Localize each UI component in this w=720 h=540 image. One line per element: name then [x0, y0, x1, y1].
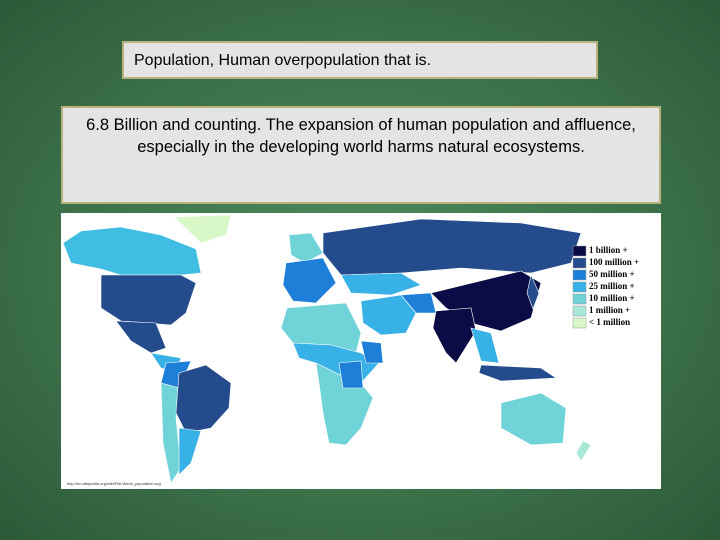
body-text: 6.8 Billion and counting. The expansion … [86, 116, 636, 156]
congo [338, 360, 364, 389]
legend-swatch [572, 269, 587, 281]
usa [100, 274, 197, 326]
legend-label: 50 million + [589, 269, 635, 279]
title-box: Population, Human overpopulation that is… [122, 41, 598, 79]
brazil [175, 364, 232, 434]
russia [322, 218, 582, 276]
canada [62, 226, 202, 276]
argentina [178, 427, 202, 476]
title: Population, Human overpopulation that is… [134, 52, 432, 69]
legend-label: 10 million + [589, 293, 635, 303]
world-map: 1 billion + 100 million + 50 million + 25 m… [61, 213, 661, 489]
indonesia [478, 364, 557, 382]
source-url: http://en.wikipedia.org/wiki/File:World_… [67, 481, 161, 486]
legend: 1 billion + 100 million + 50 million + 25 m… [572, 245, 639, 329]
legend-swatch [572, 281, 587, 293]
countries [62, 214, 592, 484]
southeast-asia [470, 327, 500, 364]
central-asia [340, 272, 422, 296]
body-box: 6.8 Billion and counting. The expansion … [61, 106, 661, 204]
ethiopia [360, 340, 384, 364]
legend-label: 1 million + [589, 305, 630, 315]
legend-swatch [572, 305, 587, 317]
legend-swatch [572, 293, 587, 305]
legend-label: < 1 million [589, 317, 630, 327]
scandinavia [288, 232, 324, 264]
legend-swatch [572, 317, 587, 329]
australia [500, 392, 567, 446]
europe [282, 257, 337, 304]
mexico [115, 320, 167, 354]
legend-swatch [572, 257, 587, 269]
india [432, 307, 477, 364]
legend-label: 100 million + [589, 257, 639, 267]
legend-swatch [572, 245, 587, 257]
japan [526, 274, 540, 310]
legend-label: 1 billion + [589, 245, 628, 255]
new-zealand [575, 440, 592, 462]
legend-label: 25 million + [589, 281, 635, 291]
greenland [173, 214, 232, 244]
